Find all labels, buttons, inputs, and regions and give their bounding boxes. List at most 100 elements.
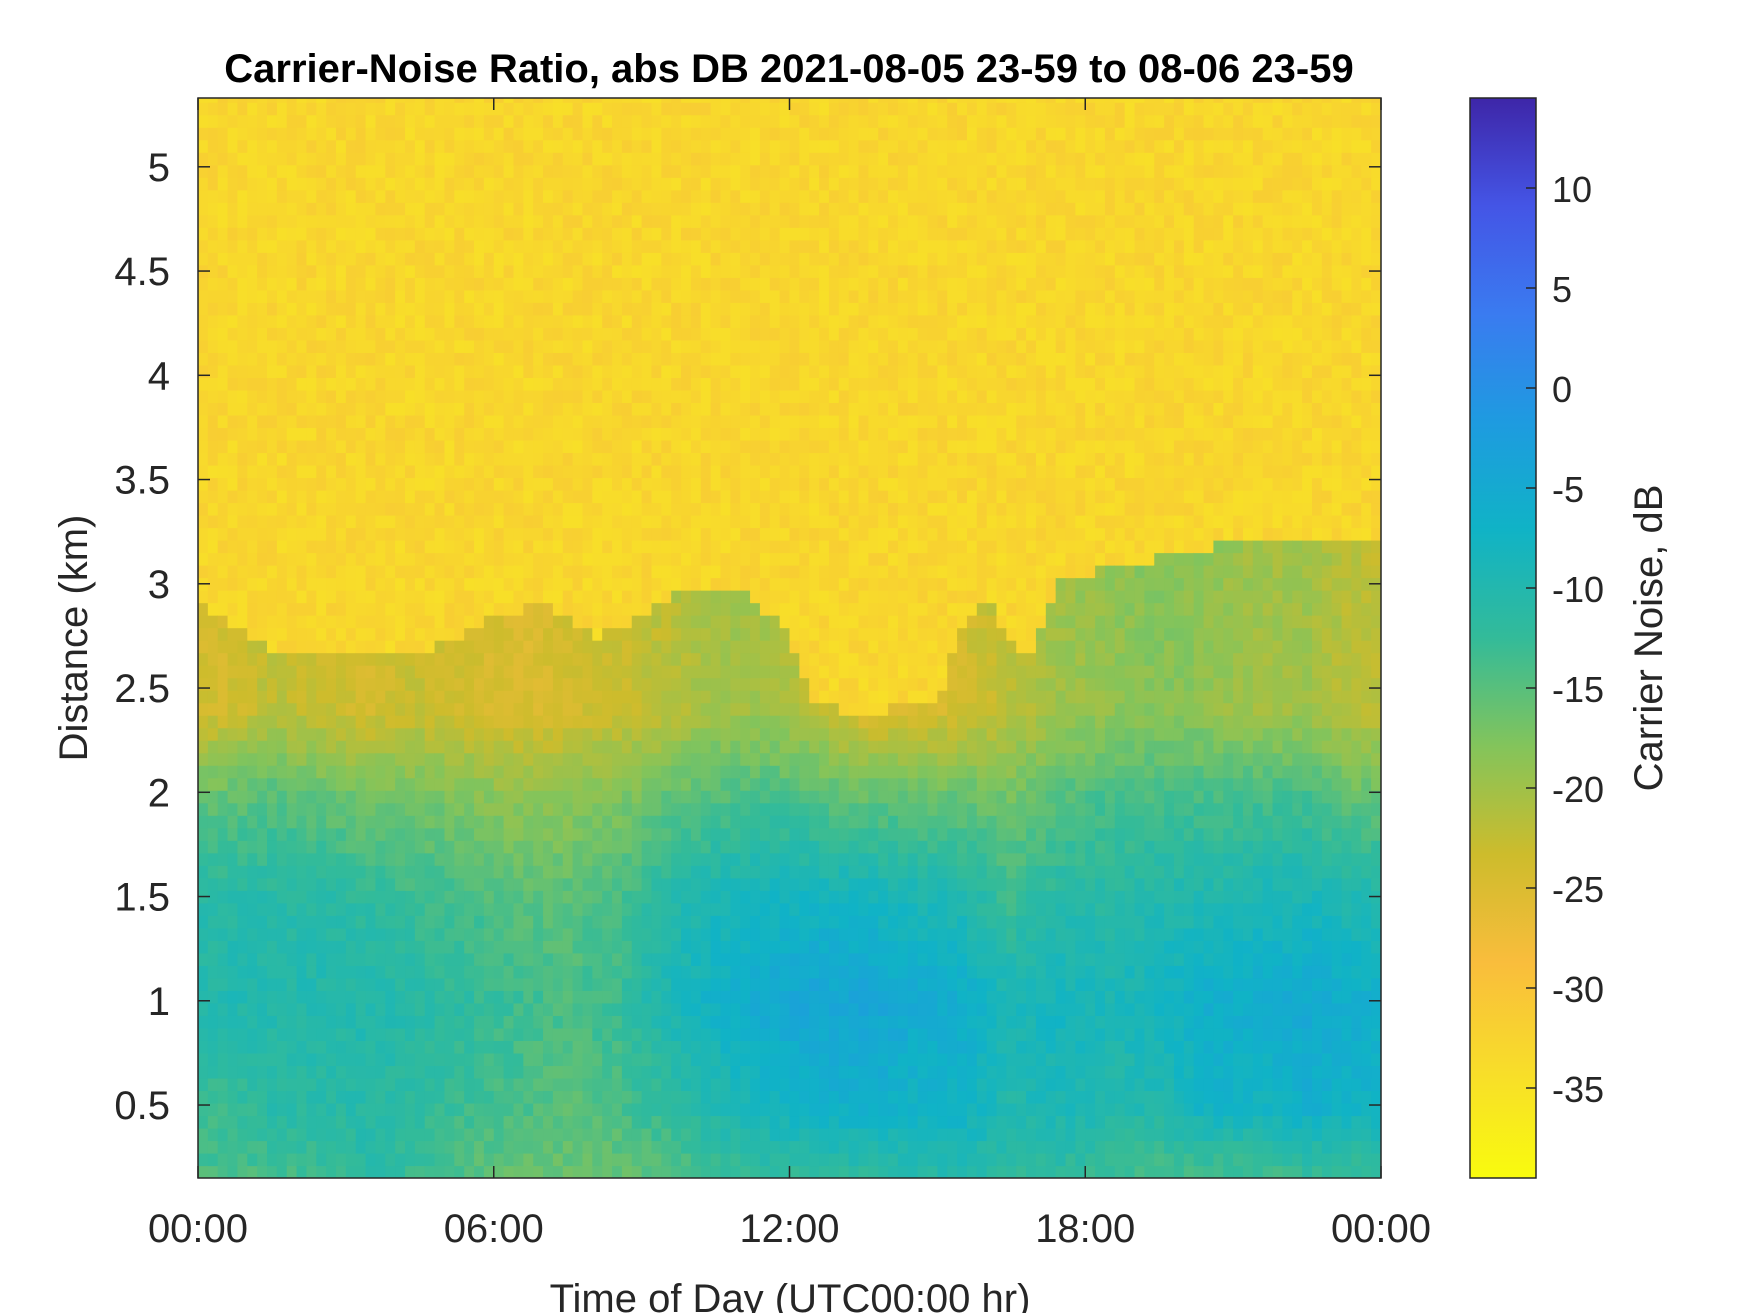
heatmap-cell bbox=[316, 902, 327, 916]
heatmap-cell bbox=[562, 464, 574, 479]
heatmap-cell bbox=[306, 915, 317, 929]
heatmap-cell bbox=[592, 1065, 603, 1079]
heatmap-cell bbox=[523, 702, 534, 716]
heatmap-cell bbox=[424, 940, 436, 954]
heatmap-cell bbox=[326, 727, 337, 741]
heatmap-cell bbox=[641, 565, 653, 579]
heatmap-cell bbox=[533, 239, 544, 253]
heatmap-cell bbox=[513, 239, 524, 253]
heatmap-cell bbox=[326, 289, 337, 303]
heatmap-cell bbox=[365, 590, 377, 604]
heatmap-cell bbox=[464, 289, 475, 303]
heatmap-cell bbox=[582, 177, 593, 191]
heatmap-cell bbox=[641, 827, 653, 841]
heatmap-cell bbox=[621, 477, 633, 491]
heatmap-cell bbox=[434, 1040, 446, 1054]
heatmap-cell bbox=[730, 927, 741, 941]
heatmap-cell bbox=[710, 902, 722, 916]
heatmap-cell bbox=[385, 114, 396, 128]
heatmap-cell bbox=[681, 540, 692, 554]
heatmap-cell bbox=[345, 840, 357, 854]
heatmap-cell bbox=[355, 102, 367, 116]
heatmap-cell bbox=[533, 139, 544, 153]
heatmap-cell bbox=[345, 590, 357, 604]
heatmap-cell bbox=[257, 289, 268, 303]
heatmap-cell bbox=[621, 915, 633, 929]
heatmap-cell bbox=[582, 352, 593, 366]
heatmap-cell bbox=[572, 740, 584, 754]
heatmap-cell bbox=[612, 677, 623, 691]
heatmap-cell bbox=[286, 602, 298, 616]
heatmap-cell bbox=[454, 339, 465, 353]
heatmap-cell bbox=[641, 840, 653, 854]
heatmap-cell bbox=[651, 464, 662, 479]
heatmap-cell bbox=[207, 1027, 219, 1041]
heatmap-cell bbox=[483, 1165, 495, 1178]
heatmap-cell bbox=[503, 314, 515, 328]
heatmap-cell bbox=[286, 114, 298, 128]
heatmap-cell bbox=[582, 1027, 593, 1041]
heatmap-cell bbox=[483, 339, 495, 353]
heatmap-cell bbox=[345, 1140, 357, 1154]
heatmap-cell bbox=[454, 1077, 465, 1092]
heatmap-cell bbox=[740, 540, 751, 554]
heatmap-cell bbox=[345, 865, 357, 879]
heatmap-cell bbox=[493, 164, 505, 178]
heatmap-cell bbox=[740, 277, 751, 291]
heatmap-cell bbox=[612, 339, 623, 353]
heatmap-cell bbox=[740, 665, 751, 679]
heatmap-cell bbox=[523, 314, 534, 328]
heatmap-cell bbox=[661, 915, 672, 929]
heatmap-cell bbox=[582, 890, 593, 904]
heatmap-cell bbox=[592, 202, 603, 216]
heatmap-cell bbox=[395, 1015, 406, 1029]
heatmap-cell bbox=[296, 990, 308, 1004]
heatmap-cell bbox=[267, 414, 278, 429]
heatmap-cell bbox=[474, 590, 485, 604]
heatmap-cell bbox=[572, 627, 584, 641]
heatmap-cell bbox=[276, 765, 288, 779]
heatmap-cell bbox=[286, 902, 298, 916]
heatmap-cell bbox=[671, 227, 682, 241]
heatmap-cell bbox=[286, 877, 298, 891]
heatmap-cell bbox=[621, 540, 633, 554]
heatmap-cell bbox=[247, 902, 258, 916]
heatmap-cell bbox=[631, 98, 643, 103]
heatmap-cell bbox=[217, 902, 229, 916]
heatmap-cell bbox=[355, 264, 367, 278]
heatmap-cell bbox=[562, 164, 574, 178]
heatmap-cell bbox=[464, 377, 475, 391]
heatmap-cell bbox=[602, 239, 613, 253]
heatmap-cell bbox=[483, 202, 495, 216]
heatmap-cell bbox=[759, 852, 771, 866]
heatmap-cell bbox=[306, 765, 317, 779]
heatmap-cell bbox=[750, 1040, 761, 1054]
heatmap-cell bbox=[720, 615, 731, 629]
heatmap-cell bbox=[710, 790, 722, 804]
heatmap-cell bbox=[395, 177, 406, 191]
heatmap-cell bbox=[651, 527, 662, 541]
heatmap-cell bbox=[227, 915, 239, 929]
heatmap-cell bbox=[316, 677, 327, 691]
heatmap-cell bbox=[296, 640, 308, 654]
heatmap-cell bbox=[661, 952, 672, 966]
heatmap-cell bbox=[434, 890, 446, 904]
heatmap-cell bbox=[247, 364, 258, 378]
heatmap-cell bbox=[552, 965, 564, 979]
heatmap-cell bbox=[513, 827, 524, 841]
heatmap-cell bbox=[750, 1015, 761, 1029]
heatmap-cell bbox=[198, 827, 209, 841]
heatmap-cell bbox=[345, 890, 357, 904]
heatmap-cell bbox=[474, 665, 485, 679]
heatmap-cell bbox=[336, 302, 347, 316]
heatmap-cell bbox=[671, 302, 682, 316]
heatmap-cell bbox=[690, 740, 702, 754]
heatmap-cell bbox=[414, 202, 426, 216]
heatmap-cell bbox=[602, 1152, 613, 1167]
heatmap-cell bbox=[355, 1077, 367, 1092]
heatmap-cell bbox=[326, 214, 337, 228]
heatmap-cell bbox=[217, 514, 229, 529]
heatmap-cell bbox=[543, 152, 554, 166]
heatmap-cell bbox=[671, 927, 682, 941]
heatmap-cell bbox=[405, 114, 416, 128]
